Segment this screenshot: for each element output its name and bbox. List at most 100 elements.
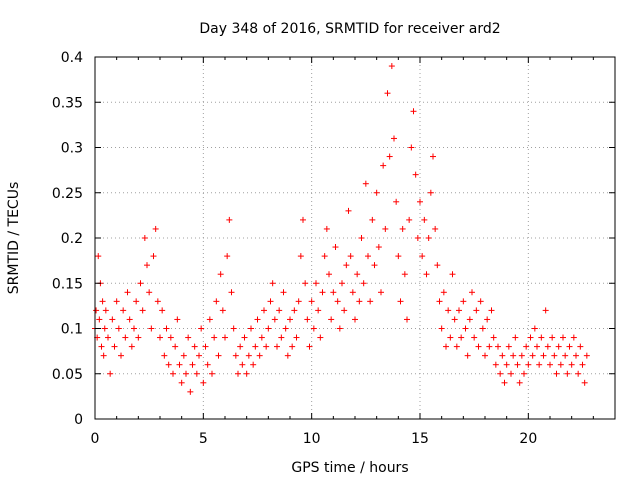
data-point: [198, 325, 205, 332]
data-point: [419, 253, 426, 260]
data-point: [408, 144, 415, 151]
data-point: [434, 262, 441, 269]
data-point: [235, 370, 241, 377]
data-point: [362, 180, 369, 187]
data-point: [228, 289, 235, 296]
data-point: [332, 244, 339, 251]
data-point: [107, 370, 114, 377]
data-point: [471, 334, 478, 341]
data-point: [456, 307, 462, 314]
data-point: [230, 325, 237, 332]
data-point: [176, 361, 183, 368]
data-point: [466, 316, 473, 323]
data-point: [525, 361, 532, 368]
data-point: [404, 316, 410, 323]
data-point: [365, 253, 371, 260]
data-point: [202, 343, 209, 350]
data-point: [148, 325, 155, 332]
data-points: [92, 63, 590, 395]
data-point: [542, 307, 549, 314]
data-point: [172, 343, 179, 350]
data-point: [180, 352, 187, 359]
data-point: [560, 334, 566, 341]
y-axis-label: SRMTID / TECUs: [6, 182, 22, 295]
data-point: [144, 262, 150, 269]
data-point: [414, 235, 421, 241]
data-point: [157, 334, 163, 341]
data-point: [570, 334, 577, 341]
data-point: [436, 298, 443, 305]
data-point: [438, 325, 445, 332]
data-point: [101, 325, 108, 332]
data-point: [219, 307, 226, 314]
data-point: [256, 352, 263, 359]
data-point: [464, 352, 471, 359]
x-tick-label: 10: [303, 431, 321, 447]
data-point: [258, 334, 265, 341]
data-point: [330, 289, 337, 296]
data-point: [274, 343, 280, 350]
data-point: [241, 334, 248, 341]
data-point: [397, 298, 404, 305]
data-point: [289, 343, 296, 350]
data-point: [95, 253, 102, 260]
data-point: [453, 343, 460, 350]
data-point: [128, 343, 135, 350]
data-point: [440, 289, 447, 296]
data-point: [395, 253, 402, 260]
data-point: [401, 271, 408, 278]
data-point: [349, 289, 356, 296]
data-point: [284, 352, 291, 359]
data-point: [412, 171, 419, 178]
data-point: [239, 361, 246, 368]
data-point: [237, 343, 244, 350]
data-point: [326, 271, 332, 278]
data-point: [382, 225, 389, 232]
data-point: [369, 216, 376, 223]
data-point: [339, 280, 345, 287]
data-point: [135, 334, 142, 341]
data-point: [193, 370, 200, 377]
y-tick-label: 0.1: [61, 322, 83, 338]
data-point: [100, 352, 107, 359]
y-tick-label: 0.2: [61, 231, 83, 247]
x-tick-label: 15: [411, 431, 429, 447]
data-point: [319, 289, 326, 296]
data-point: [161, 352, 168, 359]
data-point: [211, 334, 218, 341]
data-point: [328, 316, 335, 323]
data-point: [393, 198, 400, 205]
data-point: [557, 361, 564, 368]
data-point: [538, 334, 545, 341]
data-point: [447, 334, 454, 341]
data-point: [581, 379, 588, 386]
data-point: [323, 225, 330, 232]
data-point: [512, 334, 519, 341]
data-point: [354, 271, 361, 278]
data-point: [510, 352, 517, 359]
data-point: [232, 352, 239, 359]
data-point: [458, 334, 465, 341]
x-axis-label: GPS time / hours: [291, 460, 408, 476]
data-point: [371, 262, 378, 269]
data-point: [297, 253, 304, 260]
data-point: [358, 235, 365, 241]
data-point: [367, 298, 374, 305]
data-point: [267, 298, 274, 305]
data-point: [386, 153, 393, 160]
x-tick-label: 20: [519, 431, 537, 447]
data-point: [544, 343, 551, 350]
data-point: [174, 316, 181, 323]
data-point: [254, 316, 261, 323]
data-point: [514, 361, 521, 368]
data-point: [516, 379, 523, 386]
data-point: [495, 343, 501, 350]
data-point: [133, 298, 140, 305]
data-point: [226, 216, 233, 223]
data-point: [222, 334, 228, 341]
data-point: [503, 361, 510, 368]
data-point: [93, 307, 100, 314]
data-point: [488, 307, 495, 314]
axis-ticks: 0 0.05 0.1 0.15 0.2 0.25 0.3 0.35 0.4 0 5 10 15 20: [52, 50, 615, 447]
data-point: [313, 280, 319, 287]
